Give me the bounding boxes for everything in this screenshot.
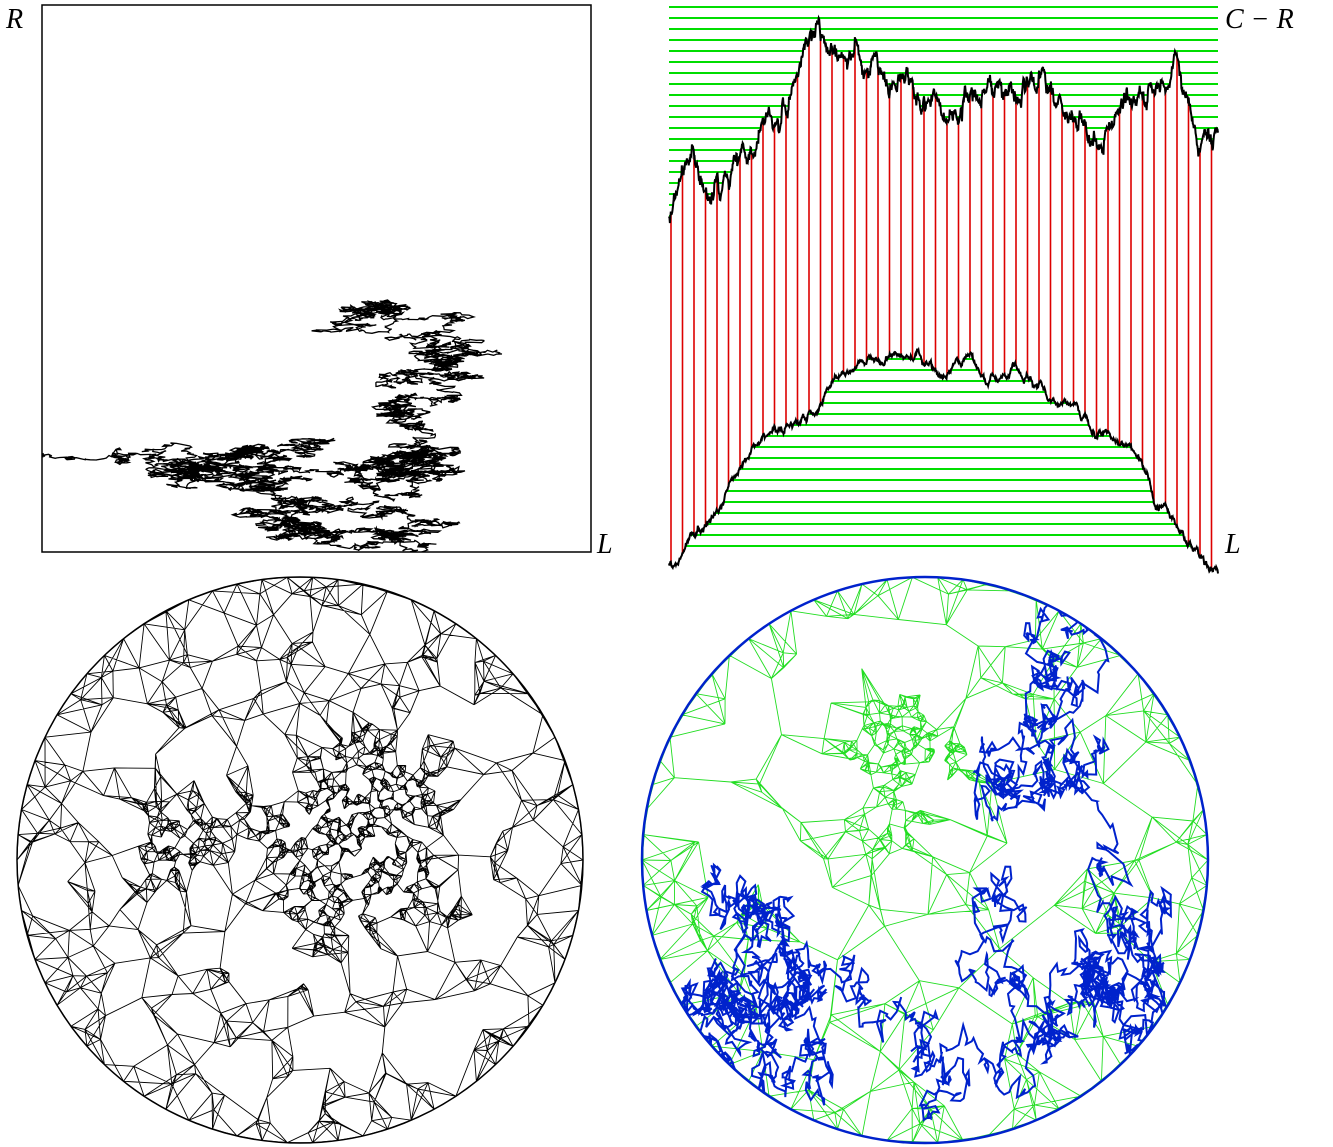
y-label: C − R <box>1225 4 1294 35</box>
top-left-frame <box>41 4 592 553</box>
mesh <box>17 577 583 1143</box>
red-lines <box>670 37 1213 570</box>
upper-curve <box>668 14 1219 224</box>
drawings <box>16 6 1219 1145</box>
gap-fill <box>669 18 1218 574</box>
x-label: L <box>596 529 613 560</box>
y-label: R <box>5 4 23 35</box>
lower-curve <box>668 346 1219 574</box>
disc-outline <box>16 576 584 1144</box>
x-label: L <box>1224 529 1241 560</box>
brownian-path <box>42 299 503 552</box>
disc-outline <box>640 575 1210 1145</box>
